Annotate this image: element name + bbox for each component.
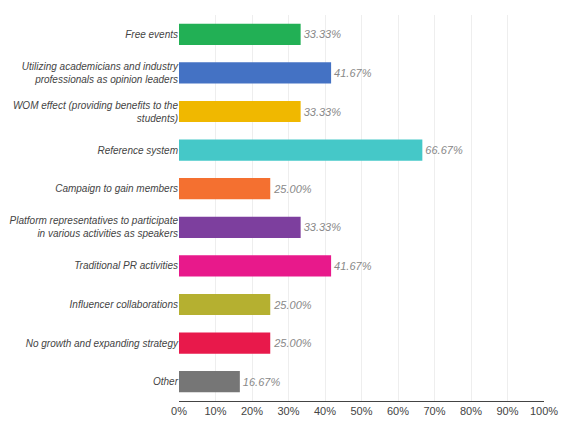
svg-text:50%: 50% (350, 405, 372, 417)
svg-text:41.67%: 41.67% (334, 67, 372, 79)
svg-text:Platform representatives to pa: Platform representatives to participatei… (10, 215, 179, 239)
svg-text:Traditional PR activities: Traditional PR activities (74, 260, 178, 271)
svg-text:30%: 30% (277, 405, 299, 417)
svg-text:25.00%: 25.00% (273, 299, 312, 311)
svg-text:Reference system: Reference system (97, 145, 178, 156)
svg-text:0%: 0% (171, 405, 187, 417)
svg-text:80%: 80% (460, 405, 482, 417)
svg-text:33.33%: 33.33% (304, 221, 342, 233)
svg-text:90%: 90% (496, 405, 518, 417)
svg-text:Free events: Free events (125, 29, 178, 40)
svg-text:Utilizing academicians and ind: Utilizing academicians and industryprofe… (22, 61, 179, 85)
svg-text:33.33%: 33.33% (304, 28, 342, 40)
svg-text:16.67%: 16.67% (243, 376, 281, 388)
svg-text:No growth and expanding strate: No growth and expanding strategy (26, 338, 179, 349)
svg-text:60%: 60% (387, 405, 409, 417)
svg-text:41.67%: 41.67% (334, 260, 372, 272)
svg-text:Other: Other (153, 376, 179, 387)
svg-text:100%: 100% (530, 405, 558, 417)
svg-text:WOM effect (providing benefits: WOM effect (providing benefits to thestu… (13, 100, 179, 124)
svg-text:70%: 70% (423, 405, 445, 417)
svg-text:Influencer collaborations: Influencer collaborations (70, 299, 178, 310)
svg-text:25.00%: 25.00% (273, 183, 312, 195)
svg-text:25.00%: 25.00% (273, 337, 312, 349)
svg-text:10%: 10% (204, 405, 226, 417)
svg-text:40%: 40% (314, 405, 336, 417)
svg-text:66.67%: 66.67% (425, 144, 463, 156)
svg-text:20%: 20% (241, 405, 263, 417)
svg-text:33.33%: 33.33% (304, 106, 342, 118)
svg-text:Campaign to gain members: Campaign to gain members (55, 183, 178, 194)
